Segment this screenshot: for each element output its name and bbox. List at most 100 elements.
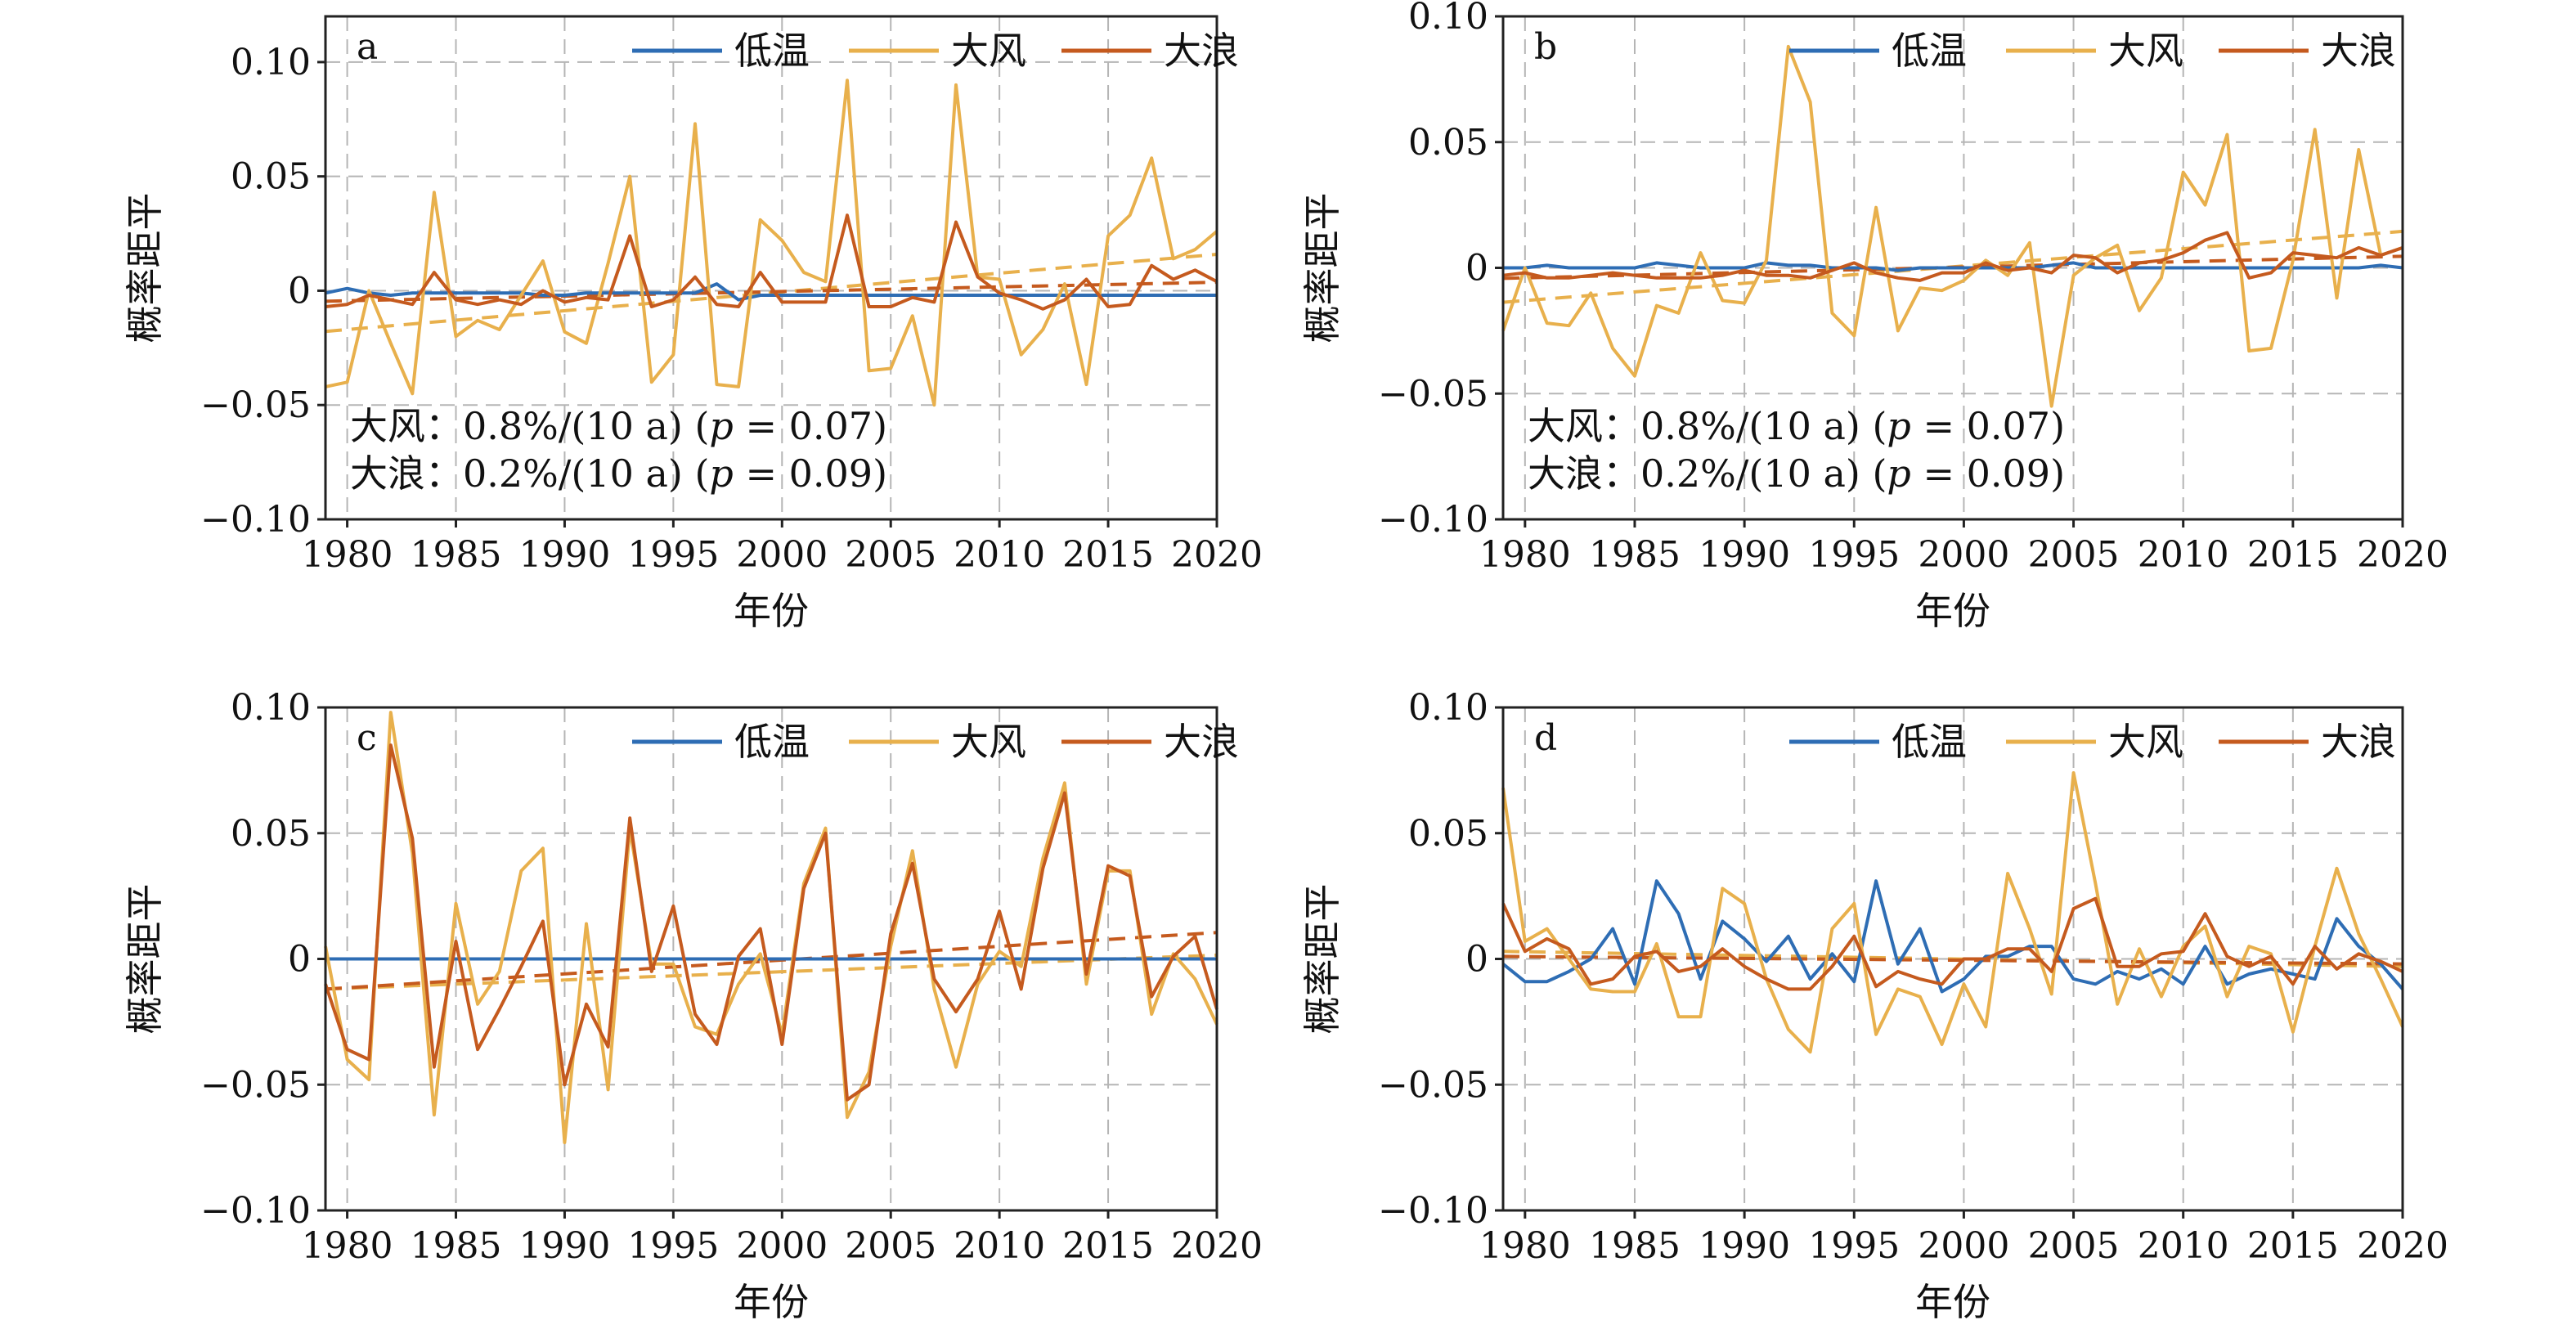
x-tick-label: 1980	[302, 534, 393, 576]
x-tick-label: 1990	[1699, 534, 1790, 576]
x-tick-label: 2000	[1918, 1225, 2009, 1267]
y-tick-label: 0.05	[231, 813, 311, 855]
annotation-label: 大浪：	[350, 451, 463, 496]
x-axis: 1980 1985 1990 1995 2000 2005 2010 2015 2020 年份	[302, 519, 1263, 633]
x-axis: 1980 1985 1990 1995 2000 2005 2010 2015 2020 年份	[1479, 1210, 2448, 1320]
x-tick-label: 2010	[2138, 534, 2229, 576]
trend-lines	[1502, 950, 2403, 968]
series-lines	[1501, 44, 2403, 408]
trend-line-wave	[325, 931, 1218, 991]
y-tick-label: −0.10	[200, 499, 311, 541]
x-tick-label: 2020	[1171, 1225, 1263, 1267]
x-axis-label: 年份	[1915, 1280, 1990, 1320]
annotation-text: 0.2%/(10 a) (	[463, 451, 709, 496]
annotation-p: p	[1887, 451, 1910, 496]
series-line-gale	[325, 79, 1218, 407]
x-tick-label: 2000	[736, 534, 828, 576]
annotation-label: 大风：	[350, 404, 463, 448]
legend-label-low_temp: 低温	[734, 29, 810, 73]
annotation-p: p	[709, 404, 733, 448]
legend-label-gale: 大风	[951, 720, 1026, 764]
series-lines	[324, 711, 1218, 1144]
x-axis-label: 年份	[734, 589, 809, 633]
annotation-rest: = 0.09)	[734, 451, 887, 496]
y-tick-label: −0.05	[1378, 1064, 1488, 1106]
annotation-rest: = 0.07)	[1911, 404, 2065, 448]
panel-letter: b	[1534, 26, 1557, 68]
y-tick-label: 0	[1465, 939, 1488, 981]
x-axis-label: 年份	[734, 1280, 809, 1320]
legend-label-wave: 大浪	[1164, 720, 1239, 764]
legend-label-gale: 大风	[2108, 720, 2183, 764]
trend-lines	[325, 253, 1218, 334]
series-line-wave	[324, 743, 1218, 1102]
y-axis-label: 概率距平	[1300, 193, 1344, 343]
annotation-label: 大浪：	[1528, 451, 1640, 496]
legend-label-wave: 大浪	[2321, 720, 2396, 764]
annotation-rest: = 0.09)	[1911, 451, 2065, 496]
x-tick-label: 2000	[736, 1225, 828, 1267]
trend-annotation: 大浪：0.2%/(10 a) (p = 0.09)	[1528, 451, 2065, 496]
x-tick-label: 1980	[1479, 534, 1571, 576]
y-tick-label: 0.10	[1408, 687, 1488, 729]
series-lines	[1501, 771, 2404, 1054]
trend-lines	[325, 931, 1218, 991]
x-tick-label: 2000	[1918, 534, 2009, 576]
series-line-wave	[1502, 231, 2403, 282]
x-tick-label: 1990	[518, 534, 610, 576]
x-tick-label: 2005	[845, 1225, 936, 1267]
x-tick-label: 1995	[1808, 1225, 1900, 1267]
x-tick-label: 2020	[1171, 534, 1263, 576]
y-tick-label: 0	[288, 939, 311, 981]
y-tick-label: 0	[1465, 248, 1488, 290]
x-tick-label: 1985	[411, 534, 502, 576]
legend-label-wave: 大浪	[1164, 29, 1239, 73]
y-tick-label: 0.10	[231, 42, 311, 83]
x-tick-label: 2020	[2357, 534, 2448, 576]
x-tick-label: 1995	[627, 1225, 719, 1267]
plot-frame	[324, 15, 1218, 521]
legend: 低温 大风 大浪	[1789, 29, 2396, 73]
legend-label-low_temp: 低温	[734, 720, 810, 764]
legend: 低温 大风 大浪	[632, 29, 1239, 73]
panel-letter: d	[1534, 717, 1557, 759]
chart-panel-b: 1980 1985 1990 1995 2000 2005 2010 2015 2020 年份 −0…	[1300, 0, 2448, 633]
x-axis-label: 年份	[1915, 589, 1990, 633]
legend: 低温 大风 大浪	[1789, 720, 2396, 764]
y-axis-label: 概率距平	[1300, 884, 1344, 1035]
x-tick-label: 1985	[411, 1225, 502, 1267]
x-tick-label: 1990	[518, 1225, 610, 1267]
x-tick-label: 2005	[845, 534, 936, 576]
series-lines	[325, 79, 1218, 407]
legend: 低温 大风 大浪	[632, 720, 1239, 764]
y-tick-label: −0.10	[1378, 1190, 1488, 1232]
legend-label-wave: 大浪	[2321, 29, 2396, 73]
series-line-low_temp	[1503, 261, 2403, 272]
y-tick-label: 0.10	[231, 687, 311, 729]
series-line-wave	[1501, 896, 2403, 991]
legend-label-low_temp: 低温	[1892, 29, 1967, 73]
series-line-gale	[1501, 44, 2403, 408]
y-tick-label: 0.05	[231, 156, 311, 198]
y-tick-label: −0.10	[200, 1190, 311, 1232]
x-tick-label: 1980	[302, 1225, 393, 1267]
annotation-text: 0.2%/(10 a) (	[1640, 451, 1887, 496]
series-line-gale	[1501, 771, 2404, 1054]
x-axis: 1980 1985 1990 1995 2000 2005 2010 2015 2020 年份	[302, 1210, 1263, 1320]
x-tick-label: 1985	[1589, 534, 1681, 576]
annotation-text: 0.8%/(10 a) (	[1640, 404, 1887, 448]
x-tick-label: 2015	[2247, 1225, 2339, 1267]
y-axis: −0.10 −0.05 0 0.05 0.10 概率距平	[123, 42, 325, 541]
annotation-label: 大风：	[1528, 404, 1640, 448]
trend-line-wave	[325, 281, 1218, 303]
x-axis: 1980 1985 1990 1995 2000 2005 2010 2015 2020 年份	[1479, 519, 2448, 633]
annotation-rest: = 0.07)	[734, 404, 887, 448]
panel-letter: a	[357, 26, 378, 68]
trend-annotation: 大风：0.8%/(10 a) (p = 0.07)	[350, 404, 887, 448]
series-line-wave	[325, 213, 1218, 311]
x-tick-label: 1985	[1589, 1225, 1681, 1267]
trend-annotation: 大风：0.8%/(10 a) (p = 0.07)	[1528, 404, 2065, 448]
trend-line-wave	[1502, 954, 2403, 966]
x-tick-label: 2020	[2357, 1225, 2448, 1267]
y-tick-label: 0.10	[1408, 0, 1488, 38]
